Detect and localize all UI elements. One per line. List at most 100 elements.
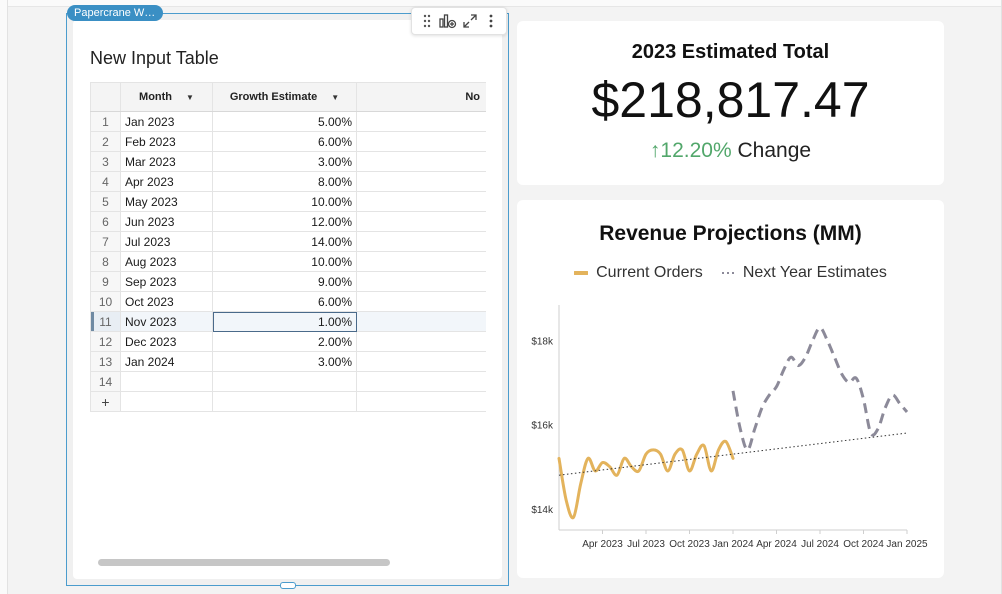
row-number: 1: [90, 111, 121, 132]
table-row[interactable]: 8 Aug 2023 10.00%: [90, 251, 486, 272]
table-row[interactable]: 14: [90, 371, 486, 392]
cell-month[interactable]: Jan 2024: [120, 351, 213, 372]
horizontal-scrollbar[interactable]: [98, 559, 390, 566]
y-tick-label: $14k: [531, 505, 554, 516]
legend-item-current-orders[interactable]: Current Orders: [574, 264, 703, 282]
cell-growth-estimate[interactable]: 8.00%: [212, 171, 357, 192]
cell-growth-estimate[interactable]: 12.00%: [212, 211, 357, 232]
drag-handle-icon[interactable]: [418, 12, 436, 30]
column-header-label: Growth Estimate: [229, 91, 318, 103]
cell-empty[interactable]: [356, 311, 486, 332]
cell-month[interactable]: Nov 2023: [120, 311, 213, 332]
cell-month[interactable]: Oct 2023: [120, 291, 213, 312]
input-table-element[interactable]: New Input Table Month ▼ Growth Estimate ▼: [66, 13, 509, 586]
cell-growth-estimate[interactable]: [212, 371, 357, 392]
cell-empty: [120, 391, 213, 412]
cell-growth-estimate[interactable]: 10.00%: [212, 191, 357, 212]
more-options-icon[interactable]: [482, 12, 500, 30]
cell-month[interactable]: Aug 2023: [120, 251, 213, 272]
column-header-month[interactable]: Month ▼: [120, 82, 213, 112]
add-chart-icon[interactable]: [439, 12, 457, 30]
y-tick-label: $16k: [531, 421, 554, 432]
cell-empty[interactable]: [356, 131, 486, 152]
table-row[interactable]: 13 Jan 2024 3.00%: [90, 351, 486, 372]
cell-empty[interactable]: [356, 371, 486, 392]
x-tick-label: Jan 2025: [886, 539, 928, 550]
legend-label: Current Orders: [596, 264, 703, 281]
trend-line: [558, 432, 908, 476]
cell-growth-estimate[interactable]: 3.00%: [212, 351, 357, 372]
cell-growth-estimate[interactable]: 6.00%: [212, 291, 357, 312]
cell-month[interactable]: [120, 371, 213, 392]
cell-growth-estimate[interactable]: 5.00%: [212, 111, 357, 132]
x-tick-label: Jul 2024: [801, 539, 839, 550]
cell-month[interactable]: May 2023: [120, 191, 213, 212]
table-row[interactable]: 5 May 2023 10.00%: [90, 191, 486, 212]
row-number: 11: [90, 311, 121, 332]
cell-empty[interactable]: [356, 331, 486, 352]
table-row[interactable]: 2 Feb 2023 6.00%: [90, 131, 486, 152]
chevron-down-icon[interactable]: ▼: [186, 92, 194, 102]
cell-growth-estimate[interactable]: 10.00%: [212, 251, 357, 272]
cell-empty[interactable]: [356, 271, 486, 292]
table-row[interactable]: 6 Jun 2023 12.00%: [90, 211, 486, 232]
cell-empty[interactable]: [356, 171, 486, 192]
table-row[interactable]: 10 Oct 2023 6.00%: [90, 291, 486, 312]
cell-empty[interactable]: [356, 351, 486, 372]
kpi-card[interactable]: 2023 Estimated Total $218,817.47 ↑12.20%…: [517, 21, 944, 185]
table-body: 1 Jan 2023 5.00% 2 Feb 2023 6.00% 3 Mar 2023 3.0…: [90, 111, 486, 412]
cell-empty[interactable]: [356, 211, 486, 232]
add-row[interactable]: +: [90, 391, 486, 412]
cell-month[interactable]: Apr 2023: [120, 171, 213, 192]
cell-empty[interactable]: [356, 151, 486, 172]
table-row[interactable]: 11 Nov 2023 1.00%: [90, 311, 486, 332]
element-name-tag[interactable]: Papercrane W…: [67, 5, 163, 21]
row-number: 14: [90, 371, 121, 392]
kpi-value: $218,817.47: [591, 72, 870, 128]
cell-growth-estimate[interactable]: 6.00%: [212, 131, 357, 152]
cell-growth-estimate[interactable]: 3.00%: [212, 151, 357, 172]
cell-month[interactable]: Sep 2023: [120, 271, 213, 292]
x-tick-label: Apr 2023: [582, 539, 623, 550]
table-row[interactable]: 12 Dec 2023 2.00%: [90, 331, 486, 352]
row-number: 6: [90, 211, 121, 232]
table-row[interactable]: 7 Jul 2023 14.00%: [90, 231, 486, 252]
table-grid: Month ▼ Growth Estimate ▼ No 1 Jan 2023 5.00…: [90, 82, 486, 413]
cell-empty[interactable]: [356, 291, 486, 312]
expand-icon[interactable]: [461, 12, 479, 30]
cell-month[interactable]: Jan 2023: [120, 111, 213, 132]
chevron-down-icon[interactable]: ▼: [331, 92, 340, 102]
table-row[interactable]: 4 Apr 2023 8.00%: [90, 171, 486, 192]
table-row[interactable]: 1 Jan 2023 5.00%: [90, 111, 486, 132]
canvas-left-edge: [0, 0, 8, 594]
cell-empty[interactable]: [356, 251, 486, 272]
kpi-change: ↑12.20% Change: [517, 139, 944, 163]
cell-empty[interactable]: [356, 111, 486, 132]
cell-growth-estimate[interactable]: 2.00%: [212, 331, 357, 352]
cell-month[interactable]: Feb 2023: [120, 131, 213, 152]
table-row[interactable]: 9 Sep 2023 9.00%: [90, 271, 486, 292]
cell-empty[interactable]: [356, 231, 486, 252]
cell-growth-estimate[interactable]: 9.00%: [212, 271, 357, 292]
cell-empty: [212, 391, 357, 412]
cell-month[interactable]: Mar 2023: [120, 151, 213, 172]
table-row[interactable]: 3 Mar 2023 3.00%: [90, 151, 486, 172]
row-number: 12: [90, 331, 121, 352]
cell-growth-estimate[interactable]: 1.00%: [212, 311, 357, 332]
add-row-icon[interactable]: +: [90, 391, 121, 412]
cell-month[interactable]: Jul 2023: [120, 231, 213, 252]
x-tick-label: Jul 2023: [627, 539, 665, 550]
cell-growth-estimate[interactable]: 14.00%: [212, 231, 357, 252]
y-tick-label: $18k: [531, 336, 554, 347]
legend-item-next-year-estimates[interactable]: Next Year Estimates: [721, 264, 887, 282]
column-header-growth-estimate[interactable]: Growth Estimate ▼: [212, 82, 357, 112]
chart-card[interactable]: Revenue Projections (MM) Current Orders …: [517, 200, 944, 578]
cell-month[interactable]: Jun 2023: [120, 211, 213, 232]
cell-empty[interactable]: [356, 191, 486, 212]
legend-swatch-solid: [574, 271, 589, 275]
resize-handle[interactable]: [280, 582, 296, 589]
column-header-third[interactable]: No: [356, 82, 486, 112]
cell-empty: [356, 391, 486, 412]
cell-month[interactable]: Dec 2023: [120, 331, 213, 352]
